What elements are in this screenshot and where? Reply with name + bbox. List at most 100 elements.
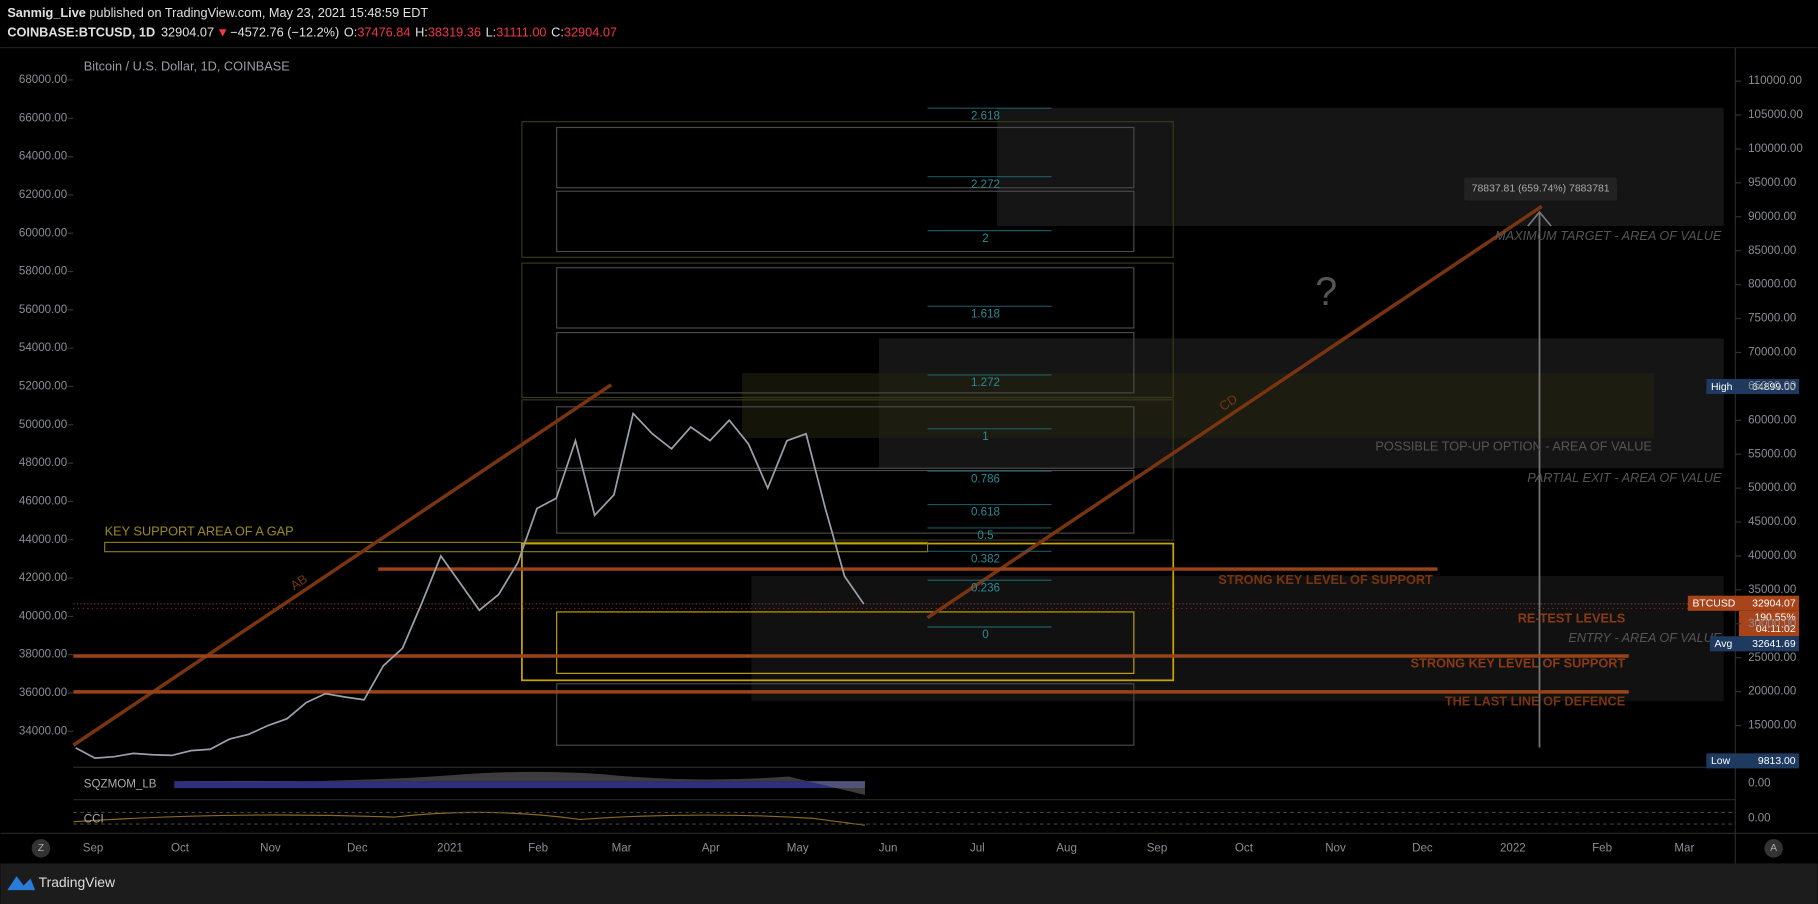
right-tick-label: 85000.00 — [1748, 245, 1796, 257]
high-label: High — [1711, 382, 1733, 393]
box — [521, 399, 1174, 541]
symbol: COINBASE:BTCUSD, 1D — [7, 25, 155, 40]
annotation: ENTRY - AREA OF VALUE — [1568, 630, 1722, 645]
left-tick-label: 56000.00 — [19, 304, 67, 316]
low: 31111.00 — [496, 25, 546, 40]
x-tick-label: Oct — [1235, 842, 1254, 854]
right-tick-label: 70000.00 — [1748, 347, 1796, 359]
h-label: H: — [415, 25, 428, 40]
publisher: Sanmig_Live — [7, 5, 86, 20]
avg-value: 32641.69 — [1752, 639, 1796, 650]
annotation: STRONG KEY LEVEL OF SUPPORT — [1411, 655, 1626, 670]
c-label: C: — [551, 25, 564, 40]
cci-line — [73, 811, 866, 826]
auto-button[interactable] — [1764, 839, 1783, 858]
symbol-label: BTCUSD — [1692, 599, 1735, 610]
right-tick-label: 55000.00 — [1748, 448, 1796, 460]
box — [521, 262, 1174, 399]
cd-line — [926, 204, 1543, 620]
zone — [997, 107, 1724, 226]
left-tick-label: 46000.00 — [19, 495, 67, 507]
annotation: RE-TEST LEVELS — [1518, 610, 1626, 625]
measure-label: 78837.81 (659.74%) 7883781 — [1472, 184, 1610, 195]
right-tick-label: 80000.00 — [1748, 279, 1796, 291]
l-label: L: — [486, 25, 497, 40]
right-tick-label: 65000.00 — [1748, 380, 1796, 392]
right-tick-label: 50000.00 — [1748, 482, 1796, 494]
fib-label: 1 — [982, 431, 988, 443]
right-tick-label: 45000.00 — [1748, 516, 1796, 528]
fib-label: 2 — [982, 233, 988, 245]
annotation: ? — [1315, 270, 1337, 314]
right-tick-label: 100000.00 — [1748, 143, 1803, 155]
zoom-button[interactable] — [31, 839, 51, 858]
right-tick-label: 105000.00 — [1748, 109, 1803, 121]
right-tick-label: 110000.00 — [1748, 75, 1802, 87]
ab-line — [72, 383, 613, 747]
left-tick-label: 60000.00 — [19, 227, 67, 239]
high: 38319.36 — [428, 25, 481, 40]
box — [556, 126, 1135, 189]
left-tick-label: 38000.00 — [19, 649, 67, 661]
left-tick-label: 40000.00 — [19, 610, 67, 622]
low-value: 9813.00 — [1758, 756, 1796, 767]
fib-label: 0.236 — [971, 582, 1000, 594]
x-tick-label: Nov — [260, 842, 281, 854]
high-tag — [1706, 378, 1800, 395]
measure-box — [1464, 177, 1618, 201]
symbol-tag — [1687, 595, 1800, 611]
change: −4572.76 (−12.2%) — [230, 25, 339, 40]
box — [521, 542, 1175, 682]
x-tick-label: Sep — [83, 842, 104, 854]
price-line — [75, 411, 865, 759]
sqz-band — [174, 781, 865, 789]
box — [556, 332, 1135, 394]
left-tick-label: 50000.00 — [19, 419, 67, 431]
indicator-value: 0.00 — [1748, 812, 1771, 824]
fib-label: 1.618 — [971, 309, 1000, 321]
left-tick-label: 58000.00 — [19, 266, 67, 278]
annotation: POSSIBLE TOP-UP OPTION - AREA OF VALUE — [1375, 439, 1651, 454]
left-tick-label: 68000.00 — [19, 74, 67, 86]
x-tick-label: May — [787, 842, 809, 854]
x-tick-label: Feb — [1592, 842, 1612, 854]
footer-bar — [0, 863, 1818, 904]
x-tick-label: 2021 — [437, 842, 463, 854]
sqz-histogram — [174, 771, 865, 796]
annotation: MAXIMUM TARGET - AREA OF VALUE — [1495, 228, 1722, 243]
countdown: 04:11:02 — [1756, 624, 1796, 635]
left-tick-label: 48000.00 — [19, 457, 67, 469]
avg-label: Avg — [1714, 639, 1732, 650]
auto-button-label[interactable]: A — [1770, 843, 1777, 854]
fib-label: 0.618 — [971, 507, 1000, 519]
pct-tag — [1738, 610, 1800, 637]
open: 37476.84 — [357, 25, 410, 40]
x-tick-label: Dec — [347, 842, 368, 854]
fib-label: 2.618 — [971, 110, 1000, 122]
down-arrow: ▼ — [216, 25, 229, 40]
annotation: THE LAST LINE OF DEFENCE — [1445, 694, 1625, 709]
low-label: Low — [1711, 756, 1731, 767]
left-tick-label: 64000.00 — [19, 151, 67, 163]
fib-label: 0 — [982, 629, 988, 641]
chart-title: Bitcoin / U.S. Dollar, 1D, COINBASE — [84, 59, 290, 74]
right-tick-label: 20000.00 — [1748, 686, 1796, 698]
left-tick-label: 36000.00 — [19, 687, 67, 699]
low-tag — [1706, 753, 1800, 769]
zoom-button-label[interactable]: Z — [38, 843, 45, 854]
fib-label: 0.786 — [971, 473, 1000, 485]
right-tick-label: 30000.00 — [1748, 618, 1796, 630]
x-tick-label: Aug — [1056, 842, 1077, 854]
x-tick-label: Feb — [528, 842, 548, 854]
left-tick-label: 54000.00 — [19, 342, 67, 354]
box — [521, 121, 1174, 258]
x-tick-label: Dec — [1412, 842, 1433, 854]
x-tick-label: 2022 — [1500, 842, 1526, 854]
x-tick-label: Apr — [702, 842, 720, 854]
left-tick-label: 44000.00 — [19, 534, 67, 546]
right-tick-label: 60000.00 — [1748, 414, 1796, 426]
pct-value: 190.55% — [1754, 612, 1795, 623]
x-tick-label: Nov — [1325, 842, 1346, 854]
gap-box — [104, 541, 929, 553]
